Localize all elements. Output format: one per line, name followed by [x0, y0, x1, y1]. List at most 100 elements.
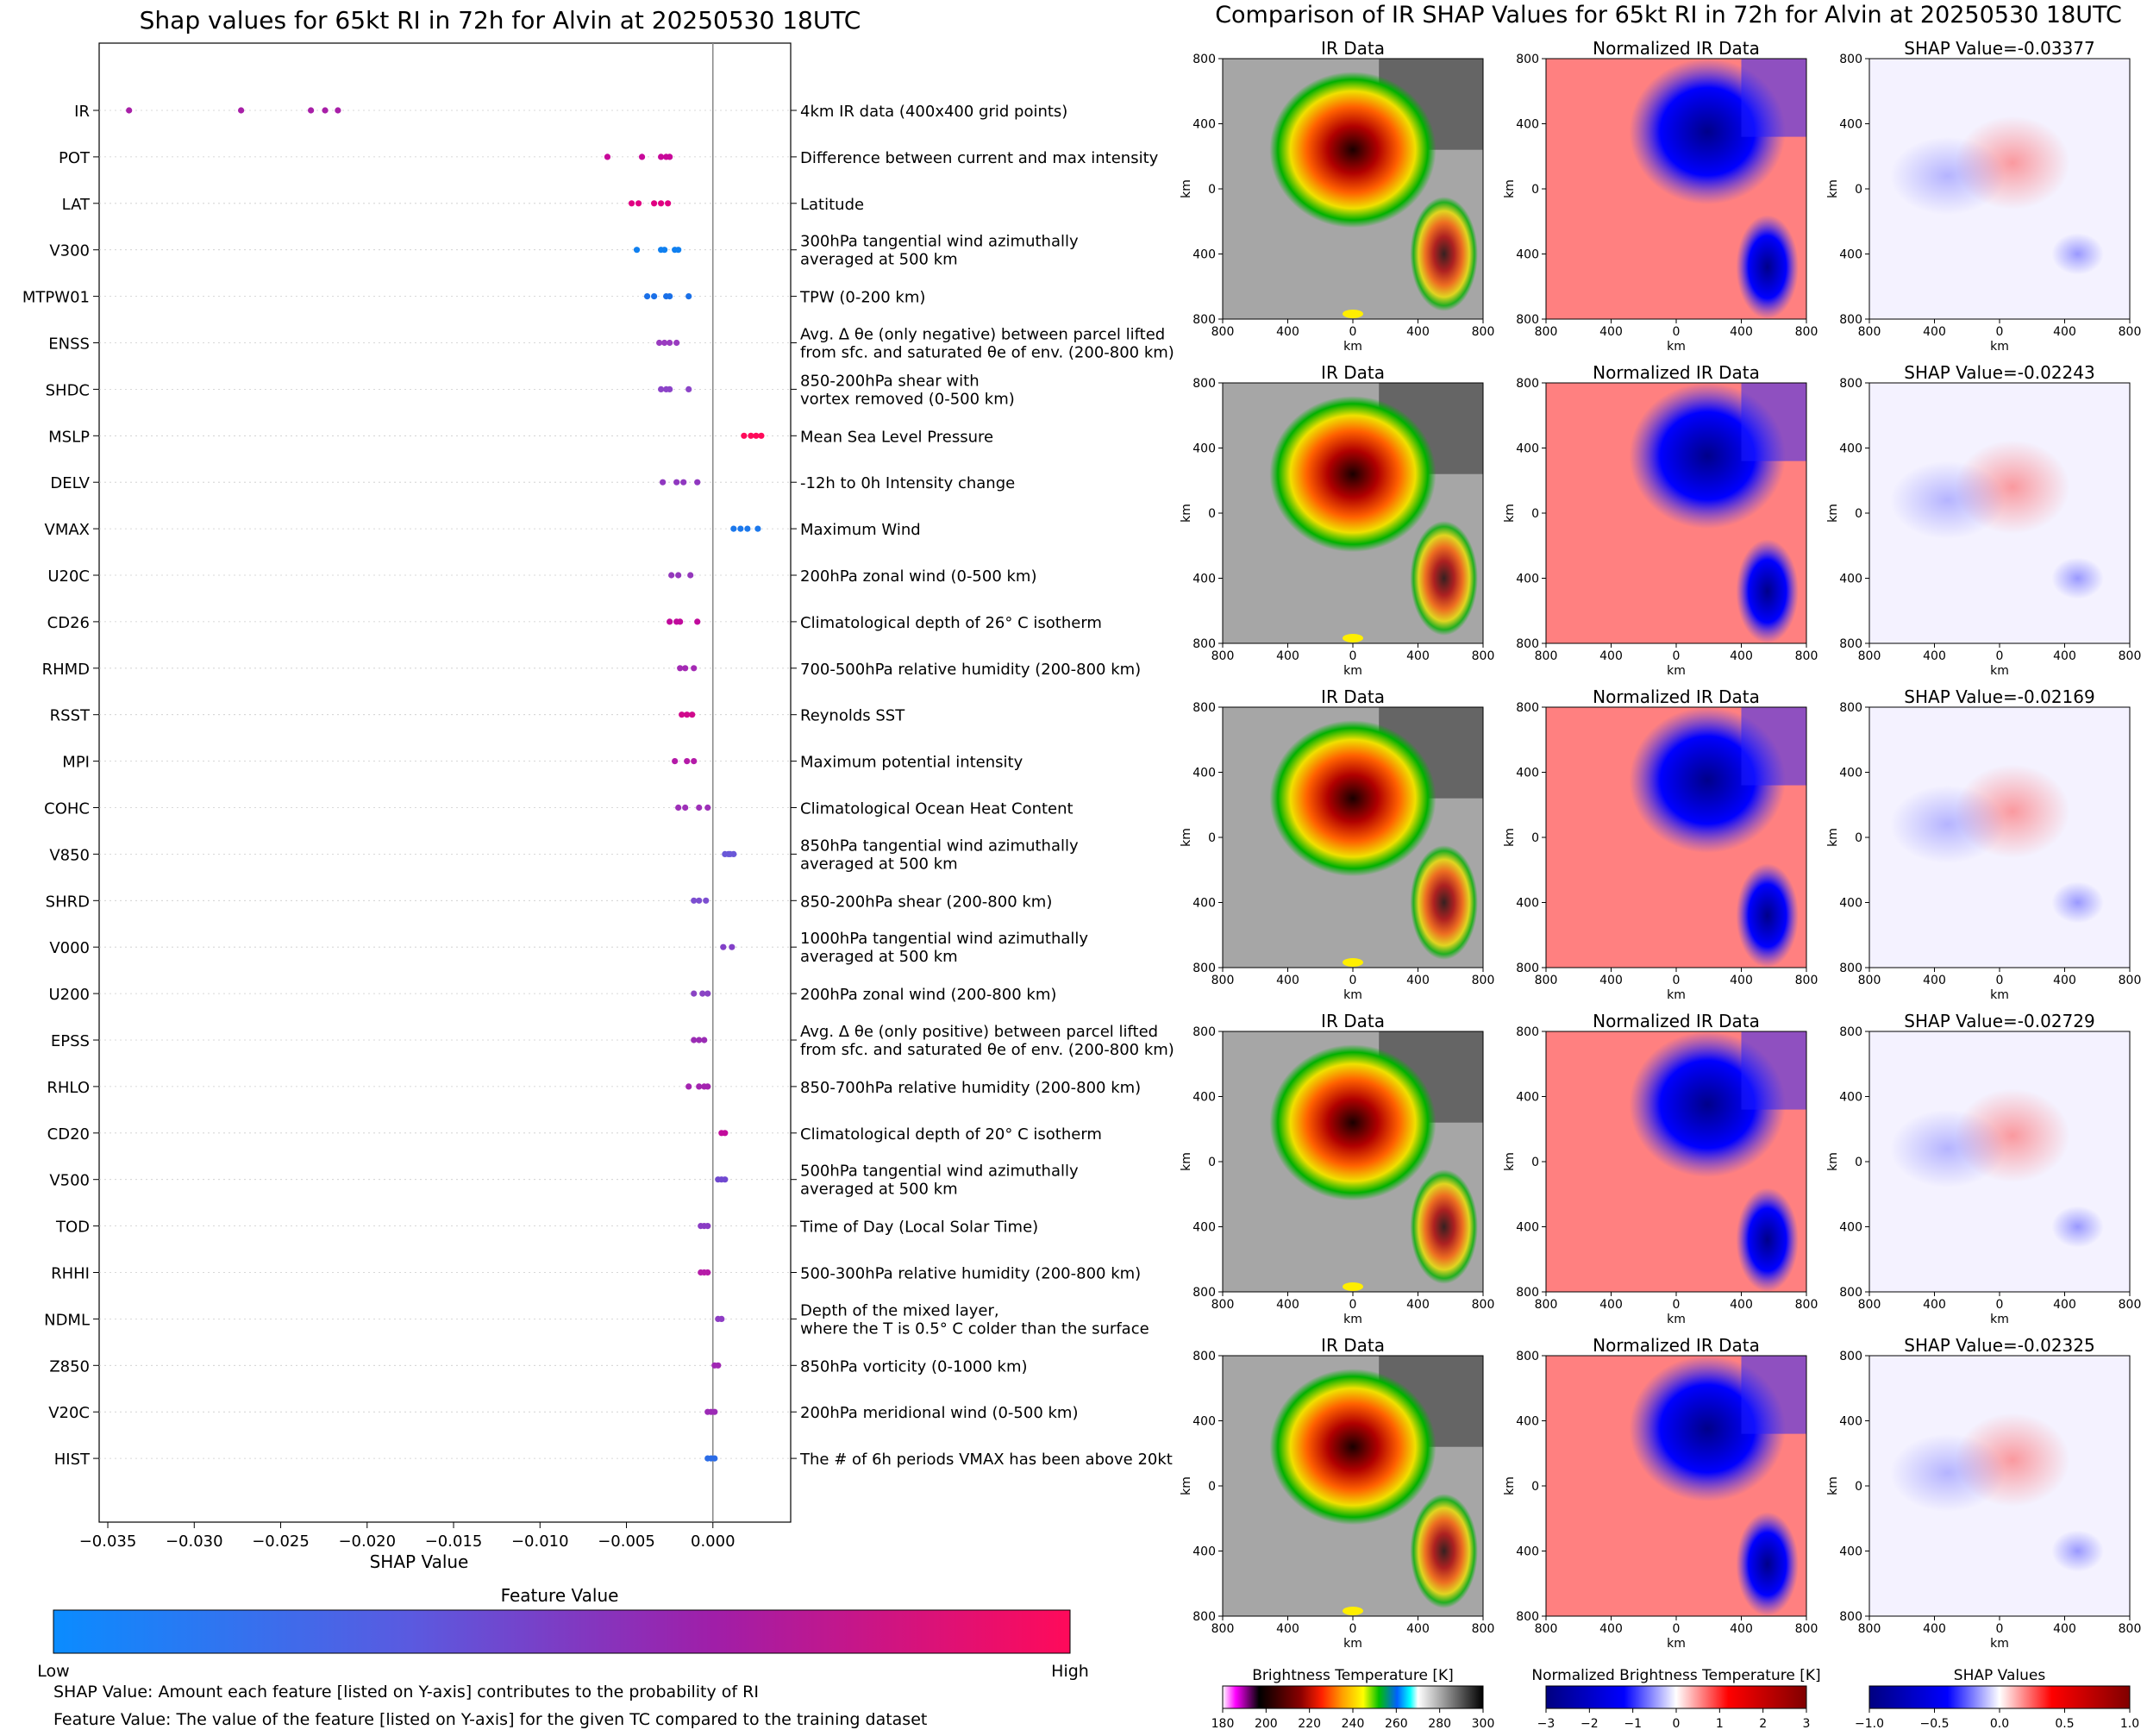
- x-tick-label: 400: [1730, 1622, 1753, 1636]
- y-tick-label: 800: [1839, 962, 1862, 975]
- y-tick-label: 400: [1516, 897, 1539, 911]
- y-tick-label: 800: [1516, 637, 1539, 651]
- normalized-panel-title: Normalized IR Data: [1593, 1011, 1760, 1031]
- shap-beeswarm-plot: IR 4km IR data (400x400 grid points) POT Di…: [22, 42, 1174, 1572]
- feature-label: MTPW01: [22, 289, 90, 307]
- x-tick-label: −0.030: [166, 1532, 223, 1551]
- feature-description: 850hPa tangential wind azimuthally: [800, 837, 1079, 855]
- y-axis-label: km: [1826, 1476, 1840, 1495]
- y-tick-label: 800: [1839, 377, 1862, 391]
- colorbar-tick-label: −1.0: [1855, 1717, 1884, 1731]
- colorbar: [1222, 1685, 1484, 1709]
- y-tick-label: 400: [1516, 767, 1539, 780]
- shap-point: [677, 665, 684, 672]
- feature-label: RHHI: [51, 1265, 90, 1283]
- y-tick-label: 400: [1192, 897, 1216, 911]
- normalized-cold-corner: [1741, 383, 1806, 461]
- x-tick-label: −0.025: [252, 1532, 310, 1551]
- y-tick-label: 400: [1516, 1415, 1539, 1429]
- shap-panel-title: SHAP Value=-0.02325: [1904, 1335, 2094, 1356]
- y-tick-label: 800: [1516, 53, 1539, 66]
- feature-label: POT: [59, 149, 91, 167]
- shap-point: [684, 758, 691, 765]
- shap-point: [748, 432, 754, 439]
- shap-point: [753, 432, 760, 439]
- x-tick-label: 400: [1276, 974, 1299, 987]
- shap-point: [696, 897, 703, 904]
- ir-convection-band: [1410, 521, 1478, 636]
- y-tick-label: 400: [1192, 248, 1216, 262]
- feature-description: TPW (0-200 km): [799, 289, 925, 307]
- shap-point: [704, 804, 711, 812]
- x-tick-label: −0.020: [338, 1532, 396, 1551]
- feature-description: from sfc. and saturated θe of env. (200-…: [800, 344, 1174, 362]
- x-tick-label: 400: [1599, 325, 1623, 339]
- feature-label: U200: [48, 986, 90, 1004]
- y-tick-label: 400: [1516, 118, 1539, 132]
- x-tick-label: 800: [1535, 974, 1558, 987]
- shap-point: [696, 804, 703, 812]
- y-tick-label: 0: [1208, 507, 1216, 521]
- footnote-shap-value: SHAP Value: Amount each feature [listed …: [53, 1683, 759, 1702]
- y-tick-label: 800: [1192, 1286, 1216, 1300]
- y-tick-label: 0: [1855, 1156, 1862, 1169]
- shap-point: [691, 758, 698, 765]
- feature-description: Latitude: [800, 196, 864, 214]
- feature-label: HIST: [54, 1451, 91, 1469]
- feature-description: Reynolds SST: [800, 707, 905, 725]
- shap-point: [704, 1269, 711, 1276]
- x-axis-label: km: [1990, 340, 2009, 354]
- ir-panel-title: IR Data: [1321, 686, 1385, 707]
- shap-point: [668, 572, 675, 579]
- y-tick-label: 400: [1839, 1091, 1862, 1105]
- ir-warm-spot: [1343, 309, 1363, 318]
- footnote-feature-value: Feature Value: The value of the feature …: [53, 1710, 928, 1729]
- feature-label: DELV: [50, 474, 90, 492]
- shap-point: [704, 990, 711, 997]
- x-tick-label: 800: [1472, 649, 1495, 663]
- shap-point: [682, 665, 689, 672]
- shap-point: [604, 154, 611, 160]
- shap-negative-spot: [2051, 557, 2104, 599]
- x-tick-label: 800: [1211, 325, 1235, 339]
- shap-point: [126, 107, 133, 114]
- colorbar-tick-label: −3: [1537, 1717, 1555, 1731]
- feature-description: averaged at 500 km: [800, 1181, 958, 1199]
- x-tick-label: 0: [1996, 1622, 2004, 1636]
- y-tick-label: 400: [1192, 442, 1216, 456]
- shap-point: [694, 618, 701, 625]
- feature-description: 850-200hPa shear (200-800 km): [800, 893, 1052, 911]
- x-tick-label: 400: [1406, 974, 1430, 987]
- feature-description: 500-300hPa relative humidity (200-800 km…: [800, 1265, 1141, 1283]
- feature-description: Avg. Δ θe (only negative) between parcel…: [800, 326, 1165, 344]
- y-tick-label: 400: [1839, 767, 1862, 780]
- x-tick-label: 400: [1276, 1622, 1299, 1636]
- y-tick-label: 400: [1516, 1545, 1539, 1559]
- y-tick-label: 400: [1192, 118, 1216, 132]
- normalized-cold-corner: [1741, 1031, 1806, 1110]
- feature-value-colorbar: [53, 1609, 1071, 1654]
- x-tick-label: 0: [1673, 649, 1681, 663]
- shap-point: [711, 1455, 718, 1462]
- x-tick-label: 800: [1472, 974, 1495, 987]
- x-tick-label: 800: [1535, 1622, 1558, 1636]
- feature-description: Depth of the mixed layer,: [800, 1301, 999, 1319]
- x-tick-label: 0: [1996, 974, 2004, 987]
- ir-convection-band: [1410, 845, 1478, 960]
- shap-point: [737, 525, 744, 532]
- x-tick-label: 0: [1349, 325, 1357, 339]
- colorbar-tick-label: 220: [1298, 1717, 1321, 1731]
- shap-point: [661, 247, 668, 254]
- shap-point: [667, 385, 673, 392]
- ir-warm-spot: [1343, 1606, 1363, 1615]
- feature-label: U20C: [47, 567, 90, 586]
- shap-point: [720, 943, 727, 950]
- x-tick-label: 800: [1211, 1622, 1235, 1636]
- shap-panel-title: SHAP Value=-0.02243: [1904, 362, 2094, 383]
- normalized-cold-corner: [1741, 707, 1806, 786]
- x-tick-label: 800: [2119, 974, 2142, 987]
- feature-label: IR: [74, 103, 90, 121]
- shap-point: [741, 432, 748, 439]
- colorbar-tick-label: 1: [1716, 1717, 1724, 1731]
- feature-label: RHMD: [42, 661, 90, 679]
